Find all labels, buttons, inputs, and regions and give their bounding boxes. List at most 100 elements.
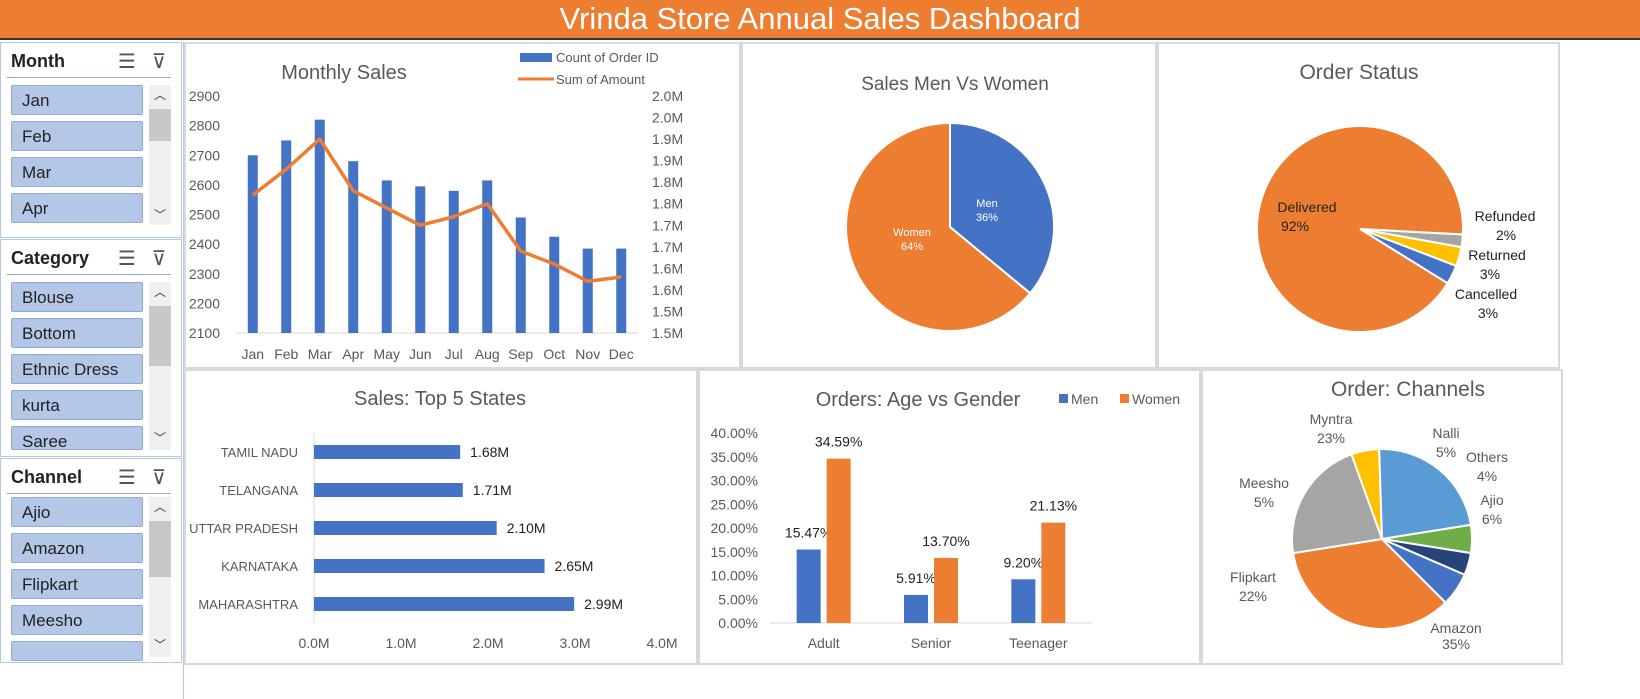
x-tick-label: Aug bbox=[475, 346, 500, 362]
y2-tick-label: 1.8M bbox=[652, 174, 683, 190]
slicer-item[interactable]: Amazon bbox=[11, 533, 143, 563]
y-tick-label: 5.00% bbox=[718, 591, 758, 607]
x-tick-label: Jan bbox=[241, 346, 264, 362]
slicer-item[interactable]: Mar bbox=[11, 157, 143, 187]
y2-tick-label: 1.9M bbox=[652, 153, 683, 169]
y-tick-label: 2300 bbox=[189, 266, 220, 282]
y-tick-label: 2200 bbox=[189, 295, 220, 311]
y2-tick-label: 1.9M bbox=[652, 131, 683, 147]
bar bbox=[582, 248, 593, 333]
y2-tick-label: 1.8M bbox=[652, 196, 683, 212]
bar bbox=[314, 597, 575, 611]
bar bbox=[381, 180, 392, 333]
slicer-item[interactable]: Feb bbox=[11, 121, 143, 151]
slicer-item[interactable]: Ajio bbox=[11, 497, 143, 527]
x-tick-label: 4.0M bbox=[646, 635, 677, 651]
legend-swatch bbox=[1120, 394, 1129, 403]
pie-slice bbox=[1291, 537, 1448, 630]
x-tick-label: Feb bbox=[274, 346, 298, 362]
dashboard-title: Vrinda Store Annual Sales Dashboard bbox=[0, 0, 1640, 40]
top-states-panel: Sales: Top 5 States TAMIL NADU 1.68M TELANG… bbox=[184, 369, 698, 665]
slicer-item[interactable]: Saree bbox=[11, 426, 143, 450]
slicer-title: Category bbox=[11, 248, 90, 268]
scrollbar[interactable]: ︿ ﹀ bbox=[149, 85, 171, 225]
data-label: 34.59% bbox=[815, 434, 862, 450]
data-label: 9.20% bbox=[1003, 554, 1043, 570]
data-label: 13.70% bbox=[922, 533, 969, 549]
slicer-item[interactable]: Flipkart bbox=[11, 569, 143, 599]
data-label: 21.13% bbox=[1030, 498, 1077, 514]
x-tick-label: Senior bbox=[911, 635, 952, 651]
category-label: KARNATAKA bbox=[221, 559, 298, 574]
bar bbox=[314, 445, 461, 459]
clear-filter-icon[interactable]: ⊽ bbox=[151, 51, 167, 73]
slicer-title: Channel bbox=[11, 467, 83, 487]
legend-label: Count of Order ID bbox=[556, 50, 659, 65]
pie-slice bbox=[1256, 125, 1464, 333]
age-gender-chart: Orders: Age vs Gender Men Women 0.00% 5.00% 1… bbox=[711, 389, 1180, 651]
bar bbox=[281, 140, 292, 333]
chevron-down-icon[interactable]: ﹀ bbox=[153, 431, 166, 445]
y-tick-label: 2400 bbox=[189, 236, 220, 252]
pie-slice bbox=[1378, 448, 1473, 541]
scrollbar[interactable]: ︿ ﹀ bbox=[149, 497, 171, 657]
chart-title: Order Status bbox=[1299, 61, 1418, 84]
clear-filter-icon[interactable]: ⊽ bbox=[151, 467, 167, 489]
data-label: Others bbox=[1466, 449, 1508, 465]
data-label: 92% bbox=[1281, 218, 1309, 234]
chevron-up-icon[interactable]: ︿ bbox=[153, 500, 166, 514]
pie-slice bbox=[845, 121, 1032, 332]
data-label: Ajio bbox=[1480, 492, 1504, 508]
category-slicer: Category ☰ ⊽ Blouse Bottom Ethnic Dress k… bbox=[0, 239, 182, 457]
bar bbox=[515, 217, 526, 333]
data-label: 64% bbox=[901, 241, 923, 253]
monthly-sales-chart: Monthly Sales Count of Order ID Sum of Amo… bbox=[189, 50, 683, 362]
slicer-item-partial[interactable] bbox=[11, 641, 143, 661]
slicer-item[interactable]: Jan bbox=[11, 85, 143, 115]
y2-tick-label: 1.5M bbox=[652, 303, 683, 319]
data-label: 6% bbox=[1482, 511, 1502, 527]
category-label: TAMIL NADU bbox=[221, 445, 298, 460]
multi-select-icon[interactable]: ☰ bbox=[118, 51, 136, 73]
bar bbox=[247, 155, 258, 333]
data-label: Men bbox=[976, 198, 997, 210]
clear-filter-icon[interactable]: ⊽ bbox=[151, 248, 167, 270]
x-tick-label: Dec bbox=[609, 346, 634, 362]
category-label: MAHARASHTRA bbox=[198, 597, 298, 612]
chart-title: Order: Channels bbox=[1331, 378, 1485, 401]
data-label: Cancelled bbox=[1455, 286, 1517, 302]
y-tick-label: 30.00% bbox=[711, 473, 758, 489]
slicer-item[interactable]: Meesho bbox=[11, 605, 143, 635]
x-tick-label: 2.0M bbox=[472, 635, 503, 651]
y-tick-label: 2500 bbox=[189, 207, 220, 223]
bar bbox=[314, 559, 545, 573]
y-tick-label: 2800 bbox=[189, 118, 220, 134]
multi-select-icon[interactable]: ☰ bbox=[118, 248, 136, 270]
top-states-chart: Sales: Top 5 States TAMIL NADU 1.68M TELANG… bbox=[189, 388, 677, 651]
multi-select-icon[interactable]: ☰ bbox=[118, 467, 136, 489]
data-label: 1.68M bbox=[470, 444, 509, 460]
data-label: 22% bbox=[1239, 588, 1267, 604]
slicer-item[interactable]: kurta bbox=[11, 390, 143, 420]
bar bbox=[448, 190, 459, 333]
chevron-down-icon[interactable]: ﹀ bbox=[153, 638, 166, 652]
chevron-down-icon[interactable]: ﹀ bbox=[153, 208, 166, 222]
chevron-up-icon[interactable]: ︿ bbox=[153, 285, 166, 299]
scrollbar[interactable]: ︿ ﹀ bbox=[149, 282, 171, 450]
y-tick-label: 2100 bbox=[189, 325, 220, 341]
slicer-item[interactable]: Bottom bbox=[11, 318, 143, 348]
bar bbox=[904, 594, 928, 623]
slicer-item[interactable]: Ethnic Dress bbox=[11, 354, 143, 384]
x-tick-label: 0.0M bbox=[298, 635, 329, 651]
legend-swatch bbox=[520, 53, 552, 62]
bar bbox=[314, 483, 463, 497]
y2-tick-label: 1.6M bbox=[652, 282, 683, 298]
bar bbox=[549, 236, 560, 333]
data-label: Meesho bbox=[1239, 475, 1289, 491]
data-label: 4% bbox=[1477, 468, 1497, 484]
chevron-up-icon[interactable]: ︿ bbox=[153, 88, 166, 102]
slicer-item[interactable]: Apr bbox=[11, 193, 143, 223]
y2-tick-label: 2.0M bbox=[652, 88, 683, 104]
data-label: 5.91% bbox=[896, 570, 936, 586]
slicer-item[interactable]: Blouse bbox=[11, 282, 143, 312]
